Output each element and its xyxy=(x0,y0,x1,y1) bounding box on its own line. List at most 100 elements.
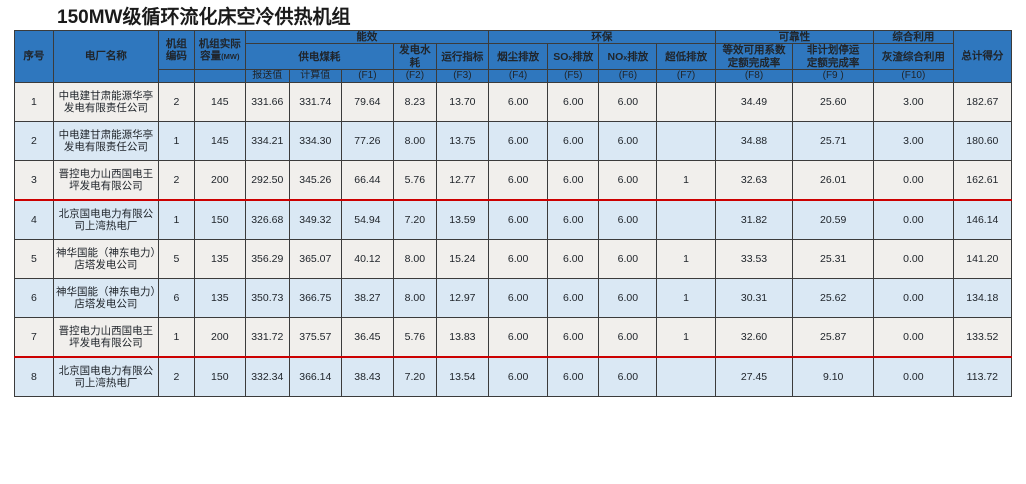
cell-seq: 5 xyxy=(14,238,54,279)
ranking-table-container: 序号 电厂名称 机组 编码 机组实际 容量(MW) 能效 环保 可靠性 综合利用… xyxy=(14,29,1013,397)
col-header-plant-name: 电厂名称 xyxy=(52,30,160,83)
cell-f10: 0.00 xyxy=(873,355,954,397)
nox-pre: NO xyxy=(607,50,624,63)
code-header-f6: (F6) xyxy=(598,69,658,83)
cell-f3: 12.97 xyxy=(435,277,489,318)
cell-f8: 31.82 xyxy=(714,198,794,240)
table-row[interactable]: 3 晋控电力山西国电王坪发电有限公司 2 200 292.50 345.26 66.44 5.… xyxy=(14,159,1013,201)
cell-reported: 331.72 xyxy=(244,316,290,358)
cell-f5: 6.00 xyxy=(547,316,600,358)
cell-calculated: 365.07 xyxy=(288,238,342,279)
cell-f3: 15.24 xyxy=(435,238,489,279)
cell-reported: 356.29 xyxy=(244,238,290,279)
cell-f10: 3.00 xyxy=(873,81,954,122)
cell-f9: 25.87 xyxy=(792,316,875,358)
group-header-environment: 环保 xyxy=(487,29,716,45)
cell-unit-code: 1 xyxy=(158,120,195,161)
group-header-energy: 能效 xyxy=(244,29,489,45)
cell-f8: 32.60 xyxy=(714,316,794,358)
cell-f8: 30.31 xyxy=(714,277,794,318)
table-header: 序号 电厂名称 机组 编码 机组实际 容量(MW) 能效 环保 可靠性 综合利用… xyxy=(14,29,1013,83)
cell-calculated: 366.14 xyxy=(288,355,342,397)
cell-f7: 1 xyxy=(656,316,716,358)
cell-capacity: 135 xyxy=(193,277,246,318)
cell-f6: 6.00 xyxy=(598,159,658,201)
avail-line2: 定额完成率 xyxy=(727,56,781,69)
code-header-unit-code-blank xyxy=(158,69,195,83)
cell-f1: 79.64 xyxy=(340,81,394,122)
cell-total-score: 146.14 xyxy=(952,198,1013,240)
col-header-capacity: 机组实际 容量(MW) xyxy=(193,29,246,71)
cell-calculated: 375.57 xyxy=(288,316,342,358)
cell-f9: 25.31 xyxy=(792,238,875,279)
capacity-unit: (MW) xyxy=(221,52,240,62)
cell-f3: 13.75 xyxy=(435,120,489,161)
cell-seq: 8 xyxy=(14,355,54,397)
page-title: 150MW级循环流化床空冷供热机组 xyxy=(57,7,351,28)
cell-f4: 6.00 xyxy=(487,198,549,240)
cell-plant-name: 神华国能（神东电力）店塔发电公司 xyxy=(52,238,160,279)
cell-calculated: 349.32 xyxy=(288,198,342,240)
table-row[interactable]: 2 中电建甘肃能源华亭发电有限责任公司 1 145 334.21 334.30 77.26 8… xyxy=(14,120,1013,161)
cell-f7: 1 xyxy=(656,277,716,318)
cell-calculated: 334.30 xyxy=(288,120,342,161)
cell-reported: 334.21 xyxy=(244,120,290,161)
cell-f4: 6.00 xyxy=(487,316,549,358)
cell-f1: 77.26 xyxy=(340,120,394,161)
cell-f2: 8.00 xyxy=(392,120,437,161)
table-row[interactable]: 8 北京国电电力有限公司上湾热电厂 2 150 332.34 366.14 38.43 7.2… xyxy=(14,355,1013,397)
cell-plant-name: 北京国电电力有限公司上湾热电厂 xyxy=(52,355,160,397)
cell-total-score: 134.18 xyxy=(952,277,1013,318)
code-header-f7: (F7) xyxy=(656,69,716,83)
cell-reported: 331.66 xyxy=(244,81,290,122)
cell-f8: 34.88 xyxy=(714,120,794,161)
cell-unit-code: 1 xyxy=(158,316,195,358)
cell-total-score: 182.67 xyxy=(952,81,1013,122)
cell-f6: 6.00 xyxy=(598,277,658,318)
subgroup-header-operation-index: 运行指标 xyxy=(435,43,489,71)
unit-ranking-table: 序号 电厂名称 机组 编码 机组实际 容量(MW) 能效 环保 可靠性 综合利用… xyxy=(14,29,1013,397)
col-header-seq: 序号 xyxy=(14,30,54,83)
cell-total-score: 113.72 xyxy=(952,355,1013,397)
table-row[interactable]: 6 神华国能（神东电力）店塔发电公司 6 135 350.73 366.75 38.27 8.… xyxy=(14,277,1013,318)
unit-code-line1: 机组 xyxy=(165,37,187,50)
cell-f7 xyxy=(656,120,716,161)
subgroup-header-dust-emission: 烟尘排放 xyxy=(487,43,549,71)
table-row[interactable]: 7 晋控电力山西国电王坪发电有限公司 1 200 331.72 375.57 36.45 5.… xyxy=(14,316,1013,358)
cell-unit-code: 2 xyxy=(158,355,195,397)
cell-seq: 2 xyxy=(14,120,54,161)
cell-f4: 6.00 xyxy=(487,120,549,161)
cell-f10: 0.00 xyxy=(873,277,954,318)
code-header-f9: (F9 ) xyxy=(792,69,875,83)
table-row[interactable]: 1 中电建甘肃能源华亭发电有限责任公司 2 145 331.66 331.74 79.64 8… xyxy=(14,81,1013,122)
cell-capacity: 145 xyxy=(193,120,246,161)
cell-reported: 350.73 xyxy=(244,277,290,318)
cell-f2: 7.20 xyxy=(392,355,437,397)
cell-capacity: 200 xyxy=(193,159,246,201)
col-header-total-score: 总计得分 xyxy=(952,30,1013,83)
cell-f1: 54.94 xyxy=(340,198,394,240)
code-header-f10: (F10) xyxy=(873,69,954,83)
cell-f9: 26.01 xyxy=(792,159,875,201)
sox-pre: SO xyxy=(553,50,569,63)
cell-f7: 1 xyxy=(656,238,716,279)
table-row[interactable]: 5 神华国能（神东电力）店塔发电公司 5 135 356.29 365.07 40.12 8.… xyxy=(14,238,1013,279)
cell-f8: 34.49 xyxy=(714,81,794,122)
cell-f1: 40.12 xyxy=(340,238,394,279)
table-row[interactable]: 4 北京国电电力有限公司上湾热电厂 1 150 326.68 349.32 54.94 7.2… xyxy=(14,198,1013,240)
cell-plant-name: 晋控电力山西国电王坪发电有限公司 xyxy=(52,159,160,201)
cell-f2: 8.23 xyxy=(392,81,437,122)
group-header-comprehensive: 综合利用 xyxy=(873,29,954,45)
cell-f8: 32.63 xyxy=(714,159,794,201)
cell-capacity: 135 xyxy=(193,238,246,279)
capacity-line2: 容量 xyxy=(200,50,222,63)
cell-f5: 6.00 xyxy=(547,355,600,397)
cell-f4: 6.00 xyxy=(487,277,549,318)
cell-f7 xyxy=(656,198,716,240)
sox-post: 排放 xyxy=(572,50,594,63)
cell-reported: 326.68 xyxy=(244,198,290,240)
code-header-capacity-blank xyxy=(193,69,246,83)
cell-plant-name: 北京国电电力有限公司上湾热电厂 xyxy=(52,198,160,240)
cell-f3: 13.54 xyxy=(435,355,489,397)
